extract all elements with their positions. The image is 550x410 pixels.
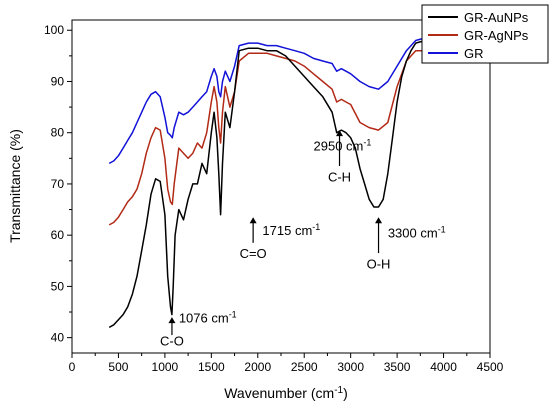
y-axis-ticks: 40 50 60 70 80 90 100 [44, 23, 72, 345]
annotation-arrow-head [168, 317, 176, 324]
x-tick-label: 4500 [477, 360, 504, 374]
x-tick-label: 2500 [291, 360, 318, 374]
annotation-arrow-head [375, 217, 383, 224]
x-tick-label: 2000 [244, 360, 271, 374]
y-tick-label: 70 [51, 177, 65, 191]
legend: GR-AuNPs GR-AgNPs GR [421, 4, 549, 64]
y-tick-label: 80 [51, 126, 65, 140]
legend-entry: GR [428, 46, 484, 61]
series-line-gr [108, 37, 444, 165]
x-tick-label: 500 [108, 360, 128, 374]
x-tick-label: 3500 [384, 360, 411, 374]
x-tick-label: 1500 [198, 360, 225, 374]
annotation-group-label: C=O [240, 246, 267, 261]
annotation-group-label: C-O [160, 333, 184, 348]
annotation-group-label: C-H [328, 169, 351, 184]
x-axis-title-superscript: -1 [334, 385, 343, 396]
annotation-peak-label: 1076 cm-1 [179, 309, 237, 325]
y-tick-label: 90 [51, 74, 65, 88]
x-axis-title: Wavenumber (cm-1) [224, 385, 348, 401]
x-tick-label: 3000 [337, 360, 364, 374]
plot-background [72, 20, 490, 353]
y-tick-label: 40 [51, 331, 65, 345]
annotation-co: 1076 cm-1 C-O [160, 309, 237, 348]
series-layer [108, 37, 444, 329]
series-line-gr-aunps [108, 37, 444, 329]
x-axis-title-close: ) [343, 385, 348, 401]
annotation-arrow-head [336, 130, 344, 137]
x-tick-label: 1000 [152, 360, 179, 374]
annotation-peak-label: 3300 cm-1 [388, 225, 446, 241]
x-axis-ticks: 0 500 1000 1500 2000 2500 3000 3500 4000 4500 [69, 353, 504, 374]
annotation-group-label: O-H [367, 256, 391, 271]
legend-label: GR-AgNPs [464, 28, 529, 43]
series-line-gr-agnps [108, 49, 444, 226]
annotation-ch: 2950 cm-1 C-H [314, 130, 372, 184]
legend-entry: GR-AuNPs [428, 10, 529, 25]
legend-label: GR-AuNPs [464, 10, 529, 25]
annotation-layer: 1076 cm-1 C-O 1715 cm-1 C=O 2950 cm-1 C-H 3300… [160, 130, 446, 348]
y-tick-label: 100 [44, 23, 64, 37]
y-tick-label: 50 [51, 279, 65, 293]
annotation-oh: 3300 cm-1 O-H [367, 217, 446, 271]
y-axis-title: Transmittance (%) [7, 129, 23, 243]
annotation-peak-label: 1715 cm-1 [262, 222, 320, 238]
annotation-arrow-head [249, 217, 257, 224]
x-tick-label: 4000 [430, 360, 457, 374]
legend-label: GR [464, 46, 484, 61]
y-tick-label: 60 [51, 228, 65, 242]
annotation-co-double: 1715 cm-1 C=O [240, 217, 320, 261]
annotation-peak-label: 2950 cm-1 [314, 138, 372, 154]
x-tick-label: 0 [69, 360, 76, 374]
legend-entries: GR-AuNPs GR-AgNPs GR [428, 10, 529, 61]
legend-entry: GR-AgNPs [428, 28, 529, 43]
x-axis-title-text: Wavenumber (cm [224, 385, 334, 401]
